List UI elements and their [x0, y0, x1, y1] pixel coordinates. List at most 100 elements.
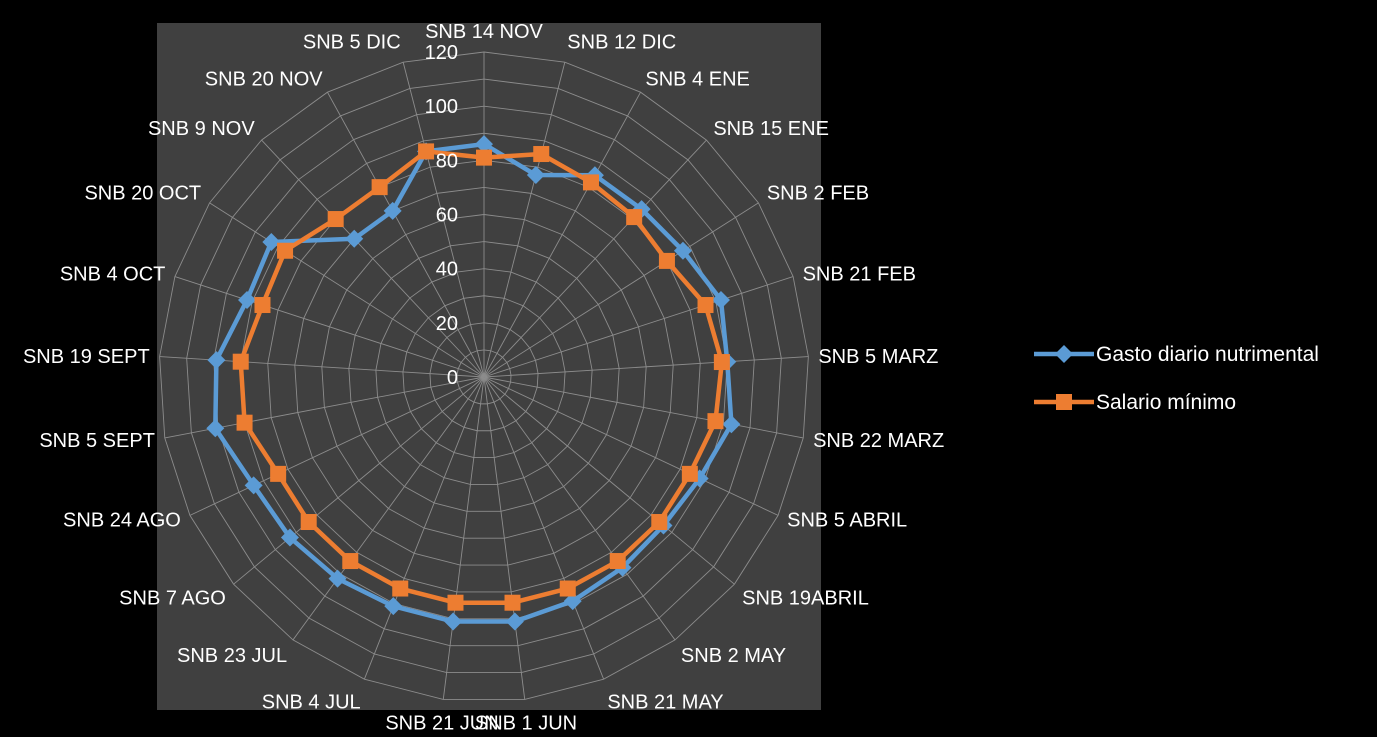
data-point	[658, 252, 675, 269]
data-point	[418, 143, 435, 160]
data-point	[236, 414, 253, 431]
category-label: SNB 1 JUN	[475, 712, 577, 732]
grid-spoke	[189, 376, 485, 516]
grid-ring	[321, 214, 647, 539]
data-point	[384, 597, 403, 616]
radial-tick-label: 120	[425, 42, 458, 64]
category-label: SNB 22 MARZ	[813, 430, 944, 452]
legend-marker	[1056, 394, 1072, 410]
grid-ring	[294, 186, 674, 566]
data-point	[707, 413, 724, 430]
category-label: SNB 7 AGO	[119, 588, 226, 610]
data-point	[504, 594, 521, 611]
data-point	[444, 612, 463, 631]
data-point	[563, 592, 582, 611]
radar-grid	[159, 51, 809, 700]
data-point	[345, 229, 364, 248]
data-point	[207, 351, 226, 370]
grid-spoke	[402, 62, 485, 378]
legend-item: Salario mínimo	[1034, 391, 1236, 414]
grid-ring	[186, 78, 782, 674]
legend-label: Gasto diario nutrimental	[1096, 343, 1319, 366]
data-point	[475, 135, 493, 154]
grid-spoke	[483, 376, 676, 641]
data-point	[526, 166, 545, 185]
category-label: SNB 2 MAY	[681, 645, 786, 667]
grid-ring	[429, 322, 539, 432]
legend-label: Salario mínimo	[1096, 391, 1236, 414]
radial-tick-label: 0	[447, 367, 458, 389]
grid-spoke	[442, 376, 485, 700]
data-point	[371, 179, 388, 196]
data-point	[559, 580, 576, 597]
category-label: SNB 24 AGO	[63, 510, 181, 532]
category-label: SNB 21 JUN	[385, 712, 498, 732]
data-point	[673, 241, 692, 260]
grid-ring	[213, 105, 755, 647]
grid-ring	[267, 159, 701, 593]
data-point	[711, 291, 730, 310]
category-labels: SNB 14 NOV SNB 12 DIC SNB 4 ENE SNB 15 ENE S…	[23, 21, 944, 734]
grid-spoke	[483, 376, 735, 585]
data-point	[681, 465, 698, 482]
category-label: SNB 4 ENE	[645, 68, 749, 90]
legend: Gasto diario nutrimental Salario mínimo	[1034, 343, 1319, 414]
data-point	[342, 553, 359, 570]
grid-spoke	[483, 91, 641, 378]
radial-tick-label: 60	[436, 205, 458, 227]
category-label: SNB 2 FEB	[767, 182, 869, 204]
series-1	[206, 135, 741, 631]
category-label: SNB 9 NOV	[148, 118, 255, 140]
data-point	[582, 174, 599, 191]
grid-ring	[456, 349, 512, 405]
grid-spoke	[233, 376, 485, 585]
grid-spoke	[483, 139, 707, 378]
data-point	[447, 594, 464, 611]
grid-spoke	[174, 276, 485, 378]
data-point	[277, 242, 294, 259]
data-point	[300, 514, 317, 531]
data-point	[722, 415, 741, 434]
data-point	[383, 201, 402, 220]
legend-marker	[1055, 345, 1073, 363]
data-point	[280, 528, 299, 547]
grid-spoke	[483, 376, 779, 516]
category-label: SNB 19ABRIL	[742, 588, 869, 610]
data-point	[244, 476, 263, 495]
data-point	[533, 146, 550, 163]
category-label: SNB 4 JUL	[262, 691, 361, 713]
grid-spoke	[483, 62, 566, 378]
category-label: SNB 15 ENE	[713, 118, 829, 140]
radial-tick-label: 100	[425, 96, 458, 118]
grid-spoke	[483, 276, 794, 378]
grid-ring	[375, 268, 593, 485]
category-label: SNB 20 OCT	[84, 182, 201, 204]
category-label: SNB 4 OCT	[60, 263, 166, 285]
data-point	[713, 354, 730, 371]
grid-ring	[159, 51, 809, 700]
category-label: SNB 19 SEPT	[23, 346, 150, 368]
category-label: SNB 20 NOV	[205, 68, 323, 90]
grid-spoke	[261, 139, 485, 378]
grid-spoke	[483, 376, 804, 439]
data-point	[327, 211, 344, 228]
data-point	[262, 233, 281, 252]
category-label: SNB 5 DIC	[303, 32, 401, 54]
grid-ring	[348, 241, 620, 512]
series-line	[213, 141, 734, 624]
category-label: SNB 21 FEB	[803, 263, 916, 285]
grid-spoke	[209, 202, 485, 378]
data-point	[392, 580, 409, 597]
grid-spoke	[483, 356, 809, 378]
data-point	[254, 297, 271, 314]
category-label: SNB 5 MARZ	[818, 346, 938, 368]
category-label: SNB 21 MAY	[607, 691, 723, 713]
data-point	[206, 419, 225, 438]
grid-spoke	[483, 202, 759, 378]
data-point	[505, 612, 524, 631]
data-point	[328, 569, 347, 588]
category-label: SNB 5 SEPT	[39, 430, 155, 452]
data-point	[626, 209, 643, 226]
